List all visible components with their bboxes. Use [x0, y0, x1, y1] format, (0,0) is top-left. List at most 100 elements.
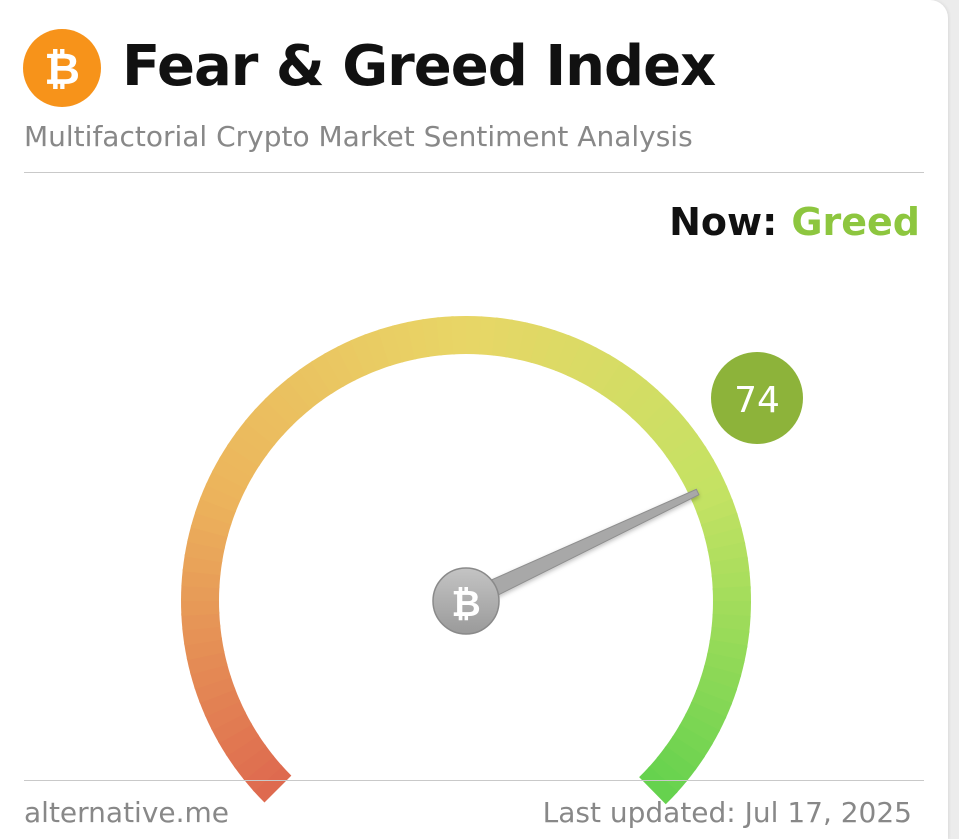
- gauge-arc-segment: [186, 650, 228, 675]
- gauge-arc-segment: [323, 345, 356, 388]
- bitcoin-icon: ₿: [23, 29, 101, 107]
- gauge-arc-segment: [392, 321, 417, 363]
- gauge-arc-segment: [517, 322, 543, 364]
- footer-divider: [24, 780, 924, 781]
- gauge-arc-segment: [649, 410, 690, 448]
- gauge-arc-segment: [671, 724, 713, 759]
- gauge-arc-segment: [589, 354, 624, 396]
- gauge-arc-segment: [194, 496, 237, 525]
- gauge-arc-segment: [363, 329, 392, 371]
- gauge-arc-segment: [377, 325, 405, 367]
- header-divider: [24, 172, 924, 173]
- gauge-arc-segment: [264, 387, 303, 427]
- gauge-arc-segment: [640, 399, 680, 438]
- gauge-arc-segment: [690, 689, 733, 720]
- gauge-arc-segment: [210, 711, 253, 744]
- gauge-arc-segment: [242, 754, 283, 792]
- gauge-arc-segment: [529, 325, 557, 367]
- gauge-arc-segment: [199, 482, 242, 513]
- value-badge: 74: [711, 352, 803, 444]
- gauge-arc-segment: [219, 443, 261, 478]
- gauge-arc-segment: [254, 397, 293, 436]
- page-title: Fear & Greed Index: [122, 34, 716, 99]
- gauge-arc-segment: [421, 317, 443, 358]
- gauge-arc-segment: [194, 675, 236, 704]
- gauge-arc-segment: [225, 733, 267, 769]
- gauge-arc-segment: [226, 431, 268, 467]
- gauge-arc-segment: [704, 527, 746, 552]
- gauge-arc-segment: [691, 485, 733, 515]
- gauge-arc-segment: [182, 553, 223, 576]
- gauge-arc-segment: [190, 662, 232, 690]
- gauge-arc-segment: [184, 539, 225, 563]
- gauge-arc-segment: [336, 339, 368, 381]
- gauge-arc-segment: [700, 664, 742, 692]
- gauge-arc-segment: [686, 471, 728, 503]
- gauge-arc-segment: [504, 319, 528, 360]
- gauge-arc-segment: [554, 334, 585, 377]
- gauge-arc-segment: [631, 389, 670, 428]
- gauge-arc-segment: [703, 652, 745, 678]
- gauge-arc-segment: [190, 510, 232, 538]
- gauge-arc-segment: [664, 735, 706, 771]
- gauge-arc-segment: [181, 611, 221, 631]
- gauge-arc-segment: [204, 699, 246, 731]
- bitcoin-icon: ₿: [451, 584, 480, 625]
- gauge-arc-segment: [350, 334, 380, 376]
- gauge-arc-segment: [310, 352, 345, 394]
- gauge-arc-segment: [244, 408, 284, 446]
- gauge-arc-segment: [707, 639, 748, 663]
- gauge-arc-segment: [199, 687, 241, 717]
- gauge-arc-segment: [621, 379, 659, 419]
- gauge-arc-segment: [700, 512, 742, 540]
- gauge-arc-segment: [298, 360, 334, 402]
- gauge-arc-segment: [707, 541, 748, 565]
- gauge-arc-segment: [566, 340, 598, 382]
- svg-text:₿: ₿: [44, 44, 80, 95]
- classification-label: Greed: [791, 200, 920, 244]
- gauge-arc-segment: [491, 317, 514, 358]
- page-subtitle: Multifactorial Crypto Market Sentiment A…: [24, 120, 693, 153]
- gauge-arc-segment: [678, 713, 720, 746]
- gauge-arc-segment: [212, 456, 254, 489]
- gauge-arc-segment: [205, 469, 247, 501]
- gauge-arc-segment: [711, 571, 751, 591]
- gauge-arc-segment: [696, 498, 738, 527]
- gauge-arc-segment: [184, 637, 225, 661]
- last-updated: Last updated: Jul 17, 2025: [542, 796, 912, 829]
- gauge-arc-segment: [673, 445, 715, 480]
- gauge-arc-segment: [181, 568, 221, 589]
- gauge-arc: [181, 316, 751, 805]
- gauge-arc-segment: [695, 677, 738, 706]
- source-link[interactable]: alternative.me: [24, 796, 230, 829]
- gauge-arc-segment: [679, 458, 722, 491]
- gauge-arc-segment: [709, 626, 750, 649]
- gauge-arc-segment: [578, 347, 611, 389]
- gauge-arc-segment: [611, 370, 648, 411]
- gauge-arc-segment: [187, 524, 229, 550]
- gauge-arc-segment: [711, 613, 751, 634]
- gauge-arc-segment: [656, 746, 697, 783]
- gauge-arc-segment: [275, 377, 313, 418]
- gauge-arc-segment: [235, 419, 276, 456]
- gauge-arc-segment: [542, 329, 571, 372]
- gauge-arc-segment: [233, 744, 275, 781]
- now-label: Now:: [669, 200, 778, 244]
- gauge-arc-segment: [436, 316, 456, 356]
- gauge-arc-segment: [657, 421, 699, 458]
- gauge-arc-segment: [600, 361, 636, 403]
- gauge-arc-segment: [665, 433, 707, 469]
- gauge-arc-segment: [478, 316, 499, 356]
- gauge-arc-segment: [217, 722, 259, 757]
- index-value: 74: [734, 380, 780, 421]
- gauge-arc-segment: [685, 701, 727, 733]
- gauge-arc-segment: [406, 319, 430, 360]
- gauge-arc-segment: [182, 624, 223, 646]
- gauge-arc-segment: [639, 766, 678, 805]
- current-status: Now: Greed: [669, 200, 920, 244]
- gauge-arc-segment: [709, 556, 750, 578]
- gauge-arc-segment: [286, 368, 323, 410]
- gauge-arc-segment: [648, 756, 688, 794]
- gauge-hub: ₿: [432, 567, 500, 635]
